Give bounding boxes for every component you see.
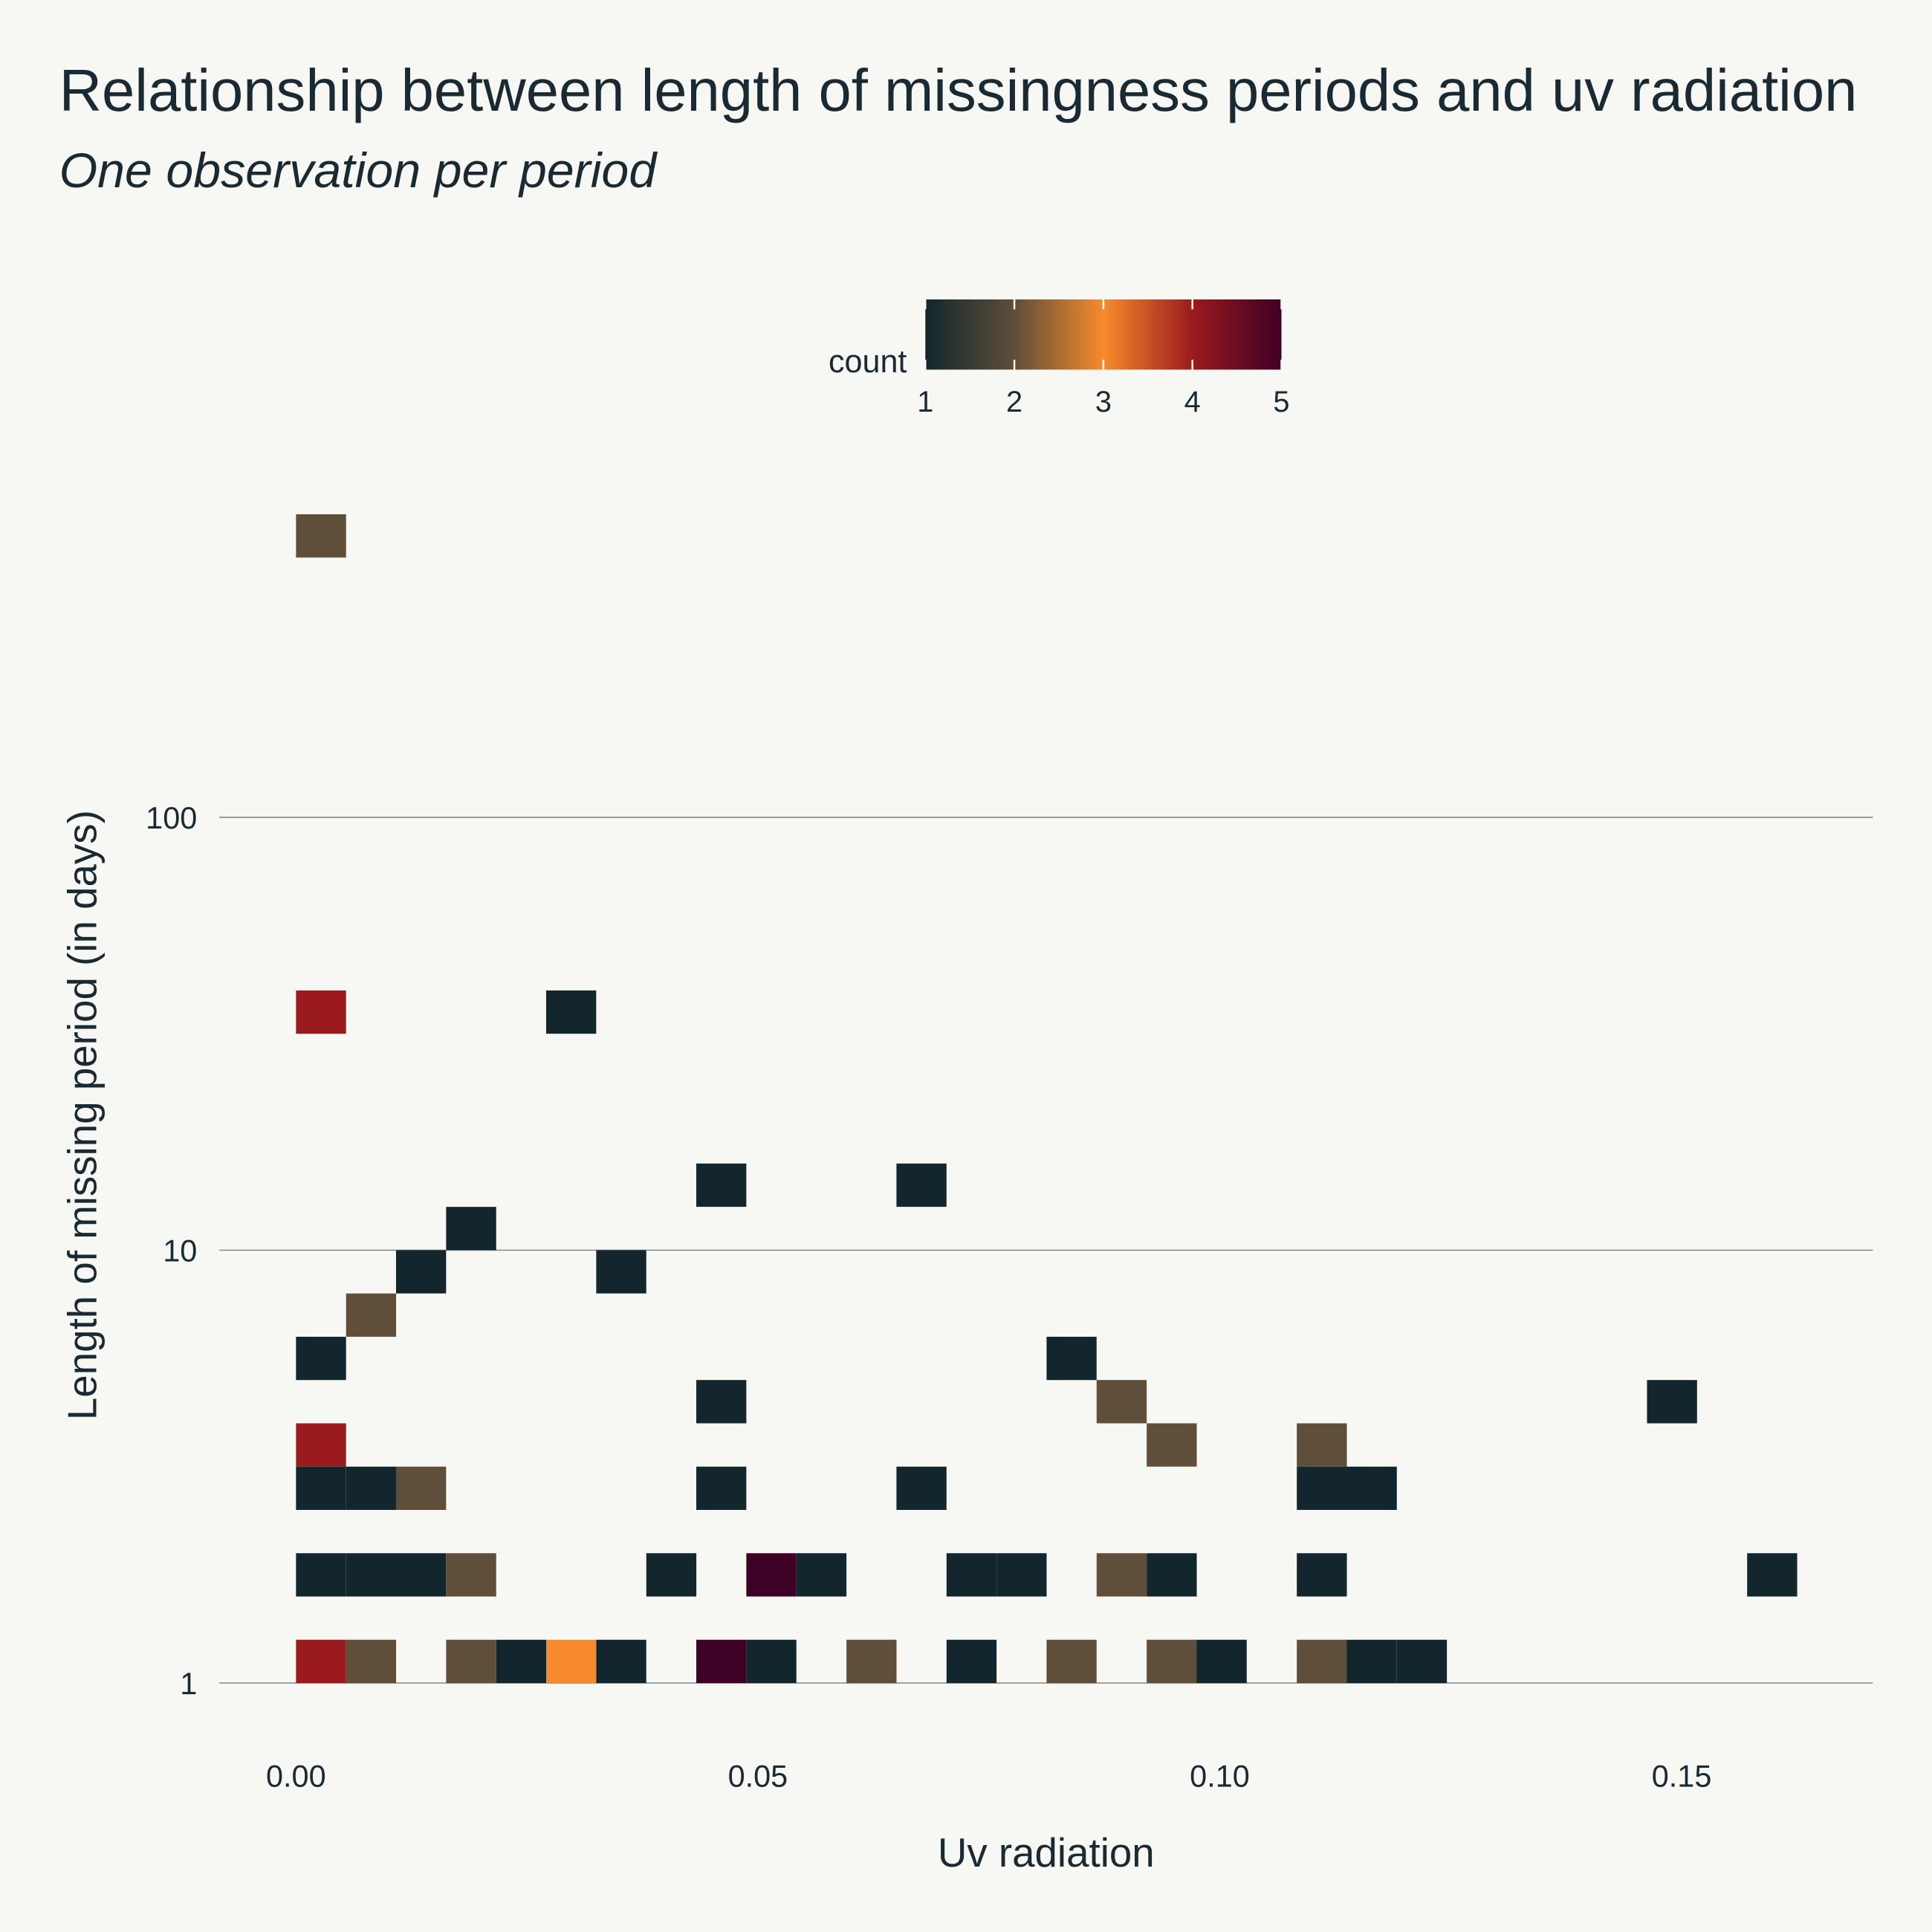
- colorbar: [925, 299, 1282, 370]
- heatmap-cell: [1147, 1553, 1197, 1597]
- heatmap-cell: [1297, 1553, 1347, 1597]
- colorbar-tick-label: 5: [1273, 386, 1289, 418]
- heatmap-cell: [446, 1207, 496, 1251]
- heatmap-cell: [395, 1466, 447, 1510]
- x-tick-label: 0.00: [266, 1758, 326, 1793]
- heatmap-cell: [346, 1293, 397, 1337]
- x-axis-title: Uv radiation: [938, 1829, 1155, 1876]
- heatmap-cell: [696, 1163, 747, 1208]
- heatmap-cell: [346, 1466, 397, 1510]
- heatmap-cell: [296, 1639, 346, 1683]
- heatmap-cell: [896, 1466, 947, 1510]
- heatmap-cell: [746, 1553, 797, 1597]
- heatmap-cell: [596, 1250, 646, 1294]
- chart-subtitle: One observation per period: [59, 143, 658, 198]
- heatmap-cell: [346, 1639, 397, 1683]
- heatmap-cell: [1747, 1553, 1798, 1597]
- heatmap-cell: [1297, 1423, 1347, 1467]
- heatmap-cell: [1046, 1336, 1097, 1381]
- x-tick-label: 0.05: [728, 1758, 788, 1793]
- heatmap-cell: [696, 1466, 747, 1510]
- colorbar-tick-label: 2: [1006, 386, 1022, 418]
- heatmap-cell: [696, 1380, 747, 1424]
- heatmap-cell: [1297, 1466, 1347, 1510]
- y-tick-label: 1: [180, 1666, 197, 1701]
- heatmap-cell: [395, 1250, 447, 1294]
- heatmap-cell: [1147, 1639, 1197, 1683]
- y-tick-label: 100: [146, 800, 197, 835]
- heatmap-cell: [546, 1639, 597, 1683]
- heatmap-cell: [1346, 1466, 1397, 1510]
- heatmap-cell: [1046, 1639, 1097, 1683]
- heatmap-cell: [346, 1553, 397, 1597]
- heatmap-cell: [296, 1466, 346, 1510]
- heatmap-cell: [946, 1553, 997, 1597]
- heatmap-cell: [296, 1336, 346, 1381]
- heatmap-cell: [1396, 1639, 1448, 1683]
- heatmap-cell: [1096, 1553, 1147, 1597]
- heatmap-cell: [1647, 1380, 1697, 1424]
- chart-title: Relationship between length of missingne…: [59, 57, 1858, 123]
- heatmap-cell: [746, 1639, 797, 1683]
- y-axis-title: Length of missing period (in days): [59, 810, 105, 1420]
- heatmap-cell: [1147, 1423, 1197, 1467]
- heatmap-cell: [596, 1639, 646, 1683]
- heatmap-cell: [1196, 1639, 1247, 1683]
- heatmap-cell: [446, 1639, 496, 1683]
- heatmap-cell: [796, 1553, 847, 1597]
- heatmap-cell: [996, 1553, 1047, 1597]
- colorbar-tick-label: 1: [917, 386, 933, 418]
- heatmap-cell: [896, 1163, 947, 1208]
- heatmap-cell: [446, 1553, 496, 1597]
- colorbar-title: count: [829, 344, 907, 380]
- heatmap-cell: [395, 1553, 447, 1597]
- heatmap-cell: [946, 1639, 997, 1683]
- heatmap-cell: [546, 990, 597, 1034]
- heatmap-cell: [296, 990, 346, 1034]
- heatmap-cell: [296, 514, 346, 558]
- heatmap-cell: [846, 1639, 897, 1683]
- heatmap-cell: [496, 1639, 547, 1683]
- heatmap-cell: [696, 1639, 747, 1683]
- colorbar-tick-label: 4: [1184, 386, 1201, 418]
- heatmap-cell: [646, 1553, 697, 1597]
- heatmap-cell: [1297, 1639, 1347, 1683]
- x-tick-label: 0.10: [1190, 1758, 1250, 1793]
- y-tick-label: 10: [163, 1233, 197, 1268]
- x-tick-label: 0.15: [1652, 1758, 1712, 1793]
- heatmap-cell: [296, 1553, 346, 1597]
- heatmap-cell: [1096, 1380, 1147, 1424]
- heatmap-cell: [1346, 1639, 1397, 1683]
- heatmap-cell: [296, 1423, 346, 1467]
- colorbar-tick-label: 3: [1095, 386, 1112, 418]
